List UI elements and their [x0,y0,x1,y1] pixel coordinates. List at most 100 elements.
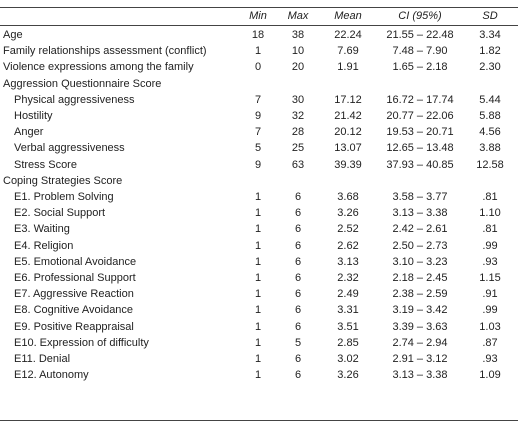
cell-value: 30 [291,93,305,106]
cell-value: 3.13 [337,255,359,268]
cell-value: 1.03 [479,320,501,333]
cell-value: 6 [294,288,302,301]
row-label: Age [3,29,23,41]
cell-value: 2.50 – 2.73 [392,239,448,252]
cell-value: 7.48 – 7.90 [392,45,448,58]
cell-value: 6 [294,353,302,365]
cell-value: 1 [254,353,262,365]
row-label: E4. Religion [14,239,74,252]
row-label: E6. Professional Support [14,272,136,284]
cell-value: 20 [291,61,305,74]
cell-value: 3.34 [479,29,501,41]
cell-value: 1 [254,369,262,382]
cell-value: 3.19 – 3.42 [392,304,448,317]
cell-value: 6 [294,320,302,333]
cell-value: 3.39 – 3.63 [392,320,448,333]
cell-value: 7.69 [337,45,359,58]
cell-value: 6 [294,272,302,284]
cell-value: 2.85 [337,336,359,349]
cell-value: 1.10 [479,207,501,220]
cell-value: 18 [251,29,265,41]
cell-value: 3.68 [337,191,359,203]
cell-value: 1.91 [337,61,359,74]
cell-value: 1 [254,272,262,284]
row-label: E5. Emotional Avoidance [14,255,137,268]
column-header: CI (95%) [398,10,442,22]
cell-value: .93 [482,353,498,365]
cell-value: 3.02 [337,353,359,365]
cell-value: 12.65 – 13.48 [386,142,454,155]
cell-value: 63 [291,158,305,171]
cell-value: 1 [254,336,262,349]
cell-value: 5.44 [479,93,501,106]
cell-value: 2.38 – 2.59 [392,288,448,301]
cell-value: .99 [482,239,498,252]
cell-value: 1.15 [479,272,501,284]
cell-value: 5 [294,336,302,349]
row-label: E10. Expression of difficulty [14,336,149,349]
cell-value: 1 [254,223,262,236]
cell-value: 3.31 [337,304,359,317]
row-label: E12. Autonomy [14,369,89,382]
cell-value: 21.42 [334,110,362,122]
cell-value: 9 [254,158,262,171]
top-rule [0,7,518,8]
cell-value: 3.10 – 3.23 [392,255,448,268]
cell-value: 20.77 – 22.06 [386,110,454,122]
cell-value: 2.42 – 2.61 [392,223,448,236]
cell-value: 1 [254,45,262,58]
cell-value: 3.26 [337,369,359,382]
cell-value: .99 [482,304,498,317]
cell-value: 9 [254,110,262,122]
cell-value: .87 [482,336,498,349]
cell-value: 22.24 [334,29,362,41]
cell-value: 1 [254,320,262,333]
cell-value: 13.07 [334,142,362,155]
cell-value: 3.26 [337,207,359,220]
cell-value: 6 [294,239,302,252]
cell-value: 21.55 – 22.48 [386,29,454,41]
cell-value: 1 [254,191,262,203]
cell-value: 37.93 – 40.85 [386,158,454,171]
cell-value: 1 [254,255,262,268]
column-header: Max [287,10,309,22]
cell-value: 19.53 – 20.71 [386,126,454,139]
cell-value: 5 [254,142,262,155]
cell-value: 0 [254,61,262,74]
cell-value: 1.82 [479,45,501,58]
cell-value: 2.49 [337,288,359,301]
row-label: Violence expressions among the family [3,61,194,74]
cell-value: 2.18 – 2.45 [392,272,448,284]
cell-value: 2.74 – 2.94 [392,336,448,349]
cell-value: 17.12 [334,93,362,106]
header-rule [0,25,518,26]
cell-value: 2.30 [479,61,501,74]
row-label: Stress Score [14,158,77,171]
cell-value: 1.09 [479,369,501,382]
cell-value: 2.32 [337,272,359,284]
cell-value: 3.13 – 3.38 [392,369,448,382]
cell-value: 6 [294,255,302,268]
row-label: E1. Problem Solving [14,191,114,203]
section-label: Aggression Questionnaire Score [3,77,162,90]
cell-value: 3.51 [337,320,359,333]
cell-value: .81 [482,191,498,203]
cell-value: 3.88 [479,142,501,155]
cell-value: 20.12 [334,126,362,139]
cell-value: 1 [254,207,262,220]
column-header: SD [482,10,498,22]
cell-value: 10 [291,45,305,58]
cell-value: 32 [291,110,305,122]
cell-value: 6 [294,304,302,317]
row-label: E3. Waiting [14,223,70,236]
cell-value: 38 [291,29,305,41]
cell-value: 6 [294,369,302,382]
cell-value: 2.52 [337,223,359,236]
cell-value: 2.62 [337,239,359,252]
cell-value: 1 [254,304,262,317]
cell-value: 28 [291,126,305,139]
cell-value: 7 [254,93,262,106]
column-header: Mean [334,10,362,22]
cell-value: 1 [254,288,262,301]
